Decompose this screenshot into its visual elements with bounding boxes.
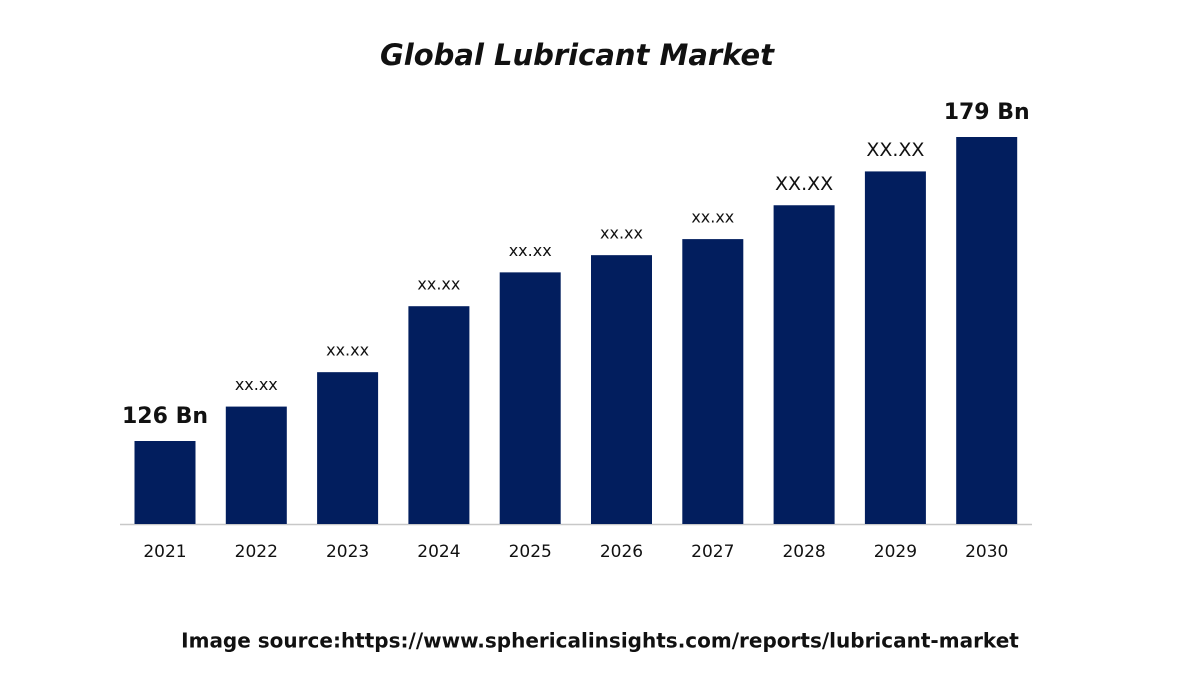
value-label: xx.xx [509, 241, 552, 260]
bar [591, 255, 652, 524]
x-tick-label: 2023 [326, 542, 369, 562]
value-label: xx.xx [235, 375, 278, 394]
x-tick-label: 2025 [509, 542, 552, 562]
chart-title: Global Lubricant Market [380, 38, 775, 72]
bar [317, 372, 379, 524]
value-label: xx.xx [600, 224, 643, 243]
value-label: 179 Bn [944, 100, 1030, 125]
bar [773, 205, 835, 525]
x-tick-label: 2026 [600, 542, 643, 562]
value-label: xx.xx [691, 208, 734, 227]
bar [499, 272, 561, 524]
x-tick-label: 2021 [143, 542, 186, 562]
x-tick-label: 2029 [874, 542, 917, 562]
value-label: xx.xx [417, 275, 460, 294]
bar [225, 406, 287, 524]
x-tick-label: 2022 [235, 542, 278, 562]
value-label: XX.XX [775, 173, 833, 195]
value-label: 126 Bn [122, 404, 208, 429]
bar [864, 171, 926, 524]
x-tick-label: 2030 [965, 542, 1008, 562]
x-tick-label: 2027 [691, 542, 734, 562]
source-note: Image source:https://www.sphericalinsigh… [181, 629, 1019, 653]
bar [682, 239, 744, 524]
bar [956, 137, 1018, 524]
value-label: xx.xx [326, 341, 369, 360]
bar [408, 306, 470, 524]
bar [134, 441, 196, 524]
x-tick-label: 2028 [782, 542, 825, 562]
value-label: XX.XX [866, 139, 924, 161]
x-tick-label: 2024 [417, 542, 460, 562]
